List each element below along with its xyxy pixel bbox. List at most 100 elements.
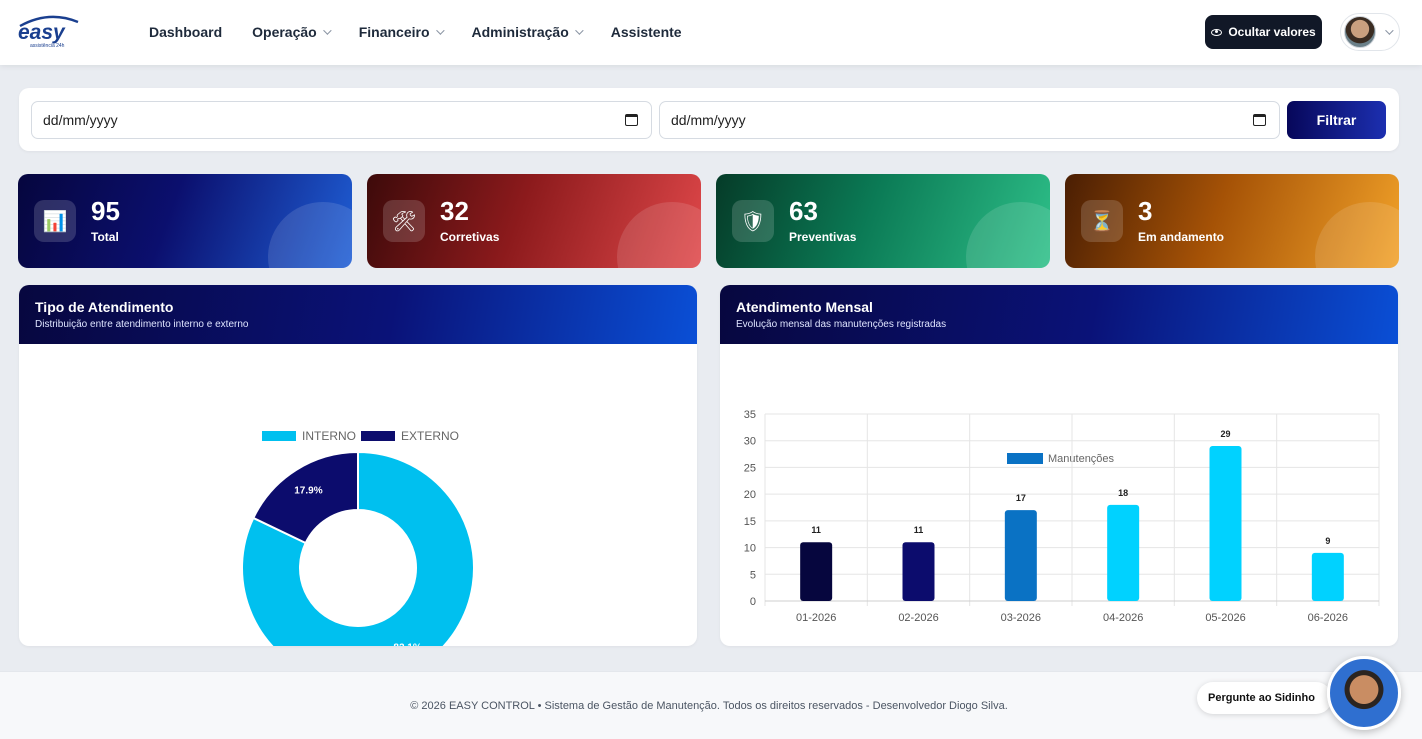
date-filter-card: dd/mm/yyyy dd/mm/yyyy Filtrar: [19, 88, 1399, 151]
y-tick-label: 25: [744, 462, 756, 474]
chevron-down-icon: [574, 26, 584, 35]
decorative-circle: [268, 202, 352, 268]
nav-administracao[interactable]: Administração: [471, 24, 584, 40]
bar-06-2026: [1311, 552, 1344, 601]
bar-data-label: 11: [914, 525, 924, 535]
stat-value: 63: [789, 196, 818, 226]
shield-icon: 🛡: [732, 200, 774, 242]
nav-operacao-label: Operação: [252, 24, 317, 40]
chart-legend: INTERNO EXTERNO: [262, 429, 459, 443]
y-tick-label: 20: [744, 489, 756, 501]
logo-text: easy: [18, 21, 66, 44]
start-date-input[interactable]: dd/mm/yyyy: [31, 101, 652, 139]
panel-header: Atendimento Mensal Evolução mensal das m…: [720, 285, 1398, 344]
panel-subtitle: Distribuição entre atendimento interno e…: [35, 319, 249, 330]
nav-financeiro[interactable]: Financeiro: [358, 24, 445, 40]
nav-operacao[interactable]: Operação: [252, 24, 332, 40]
donut-chart: INTERNO EXTERNO 82.1% 17.9%: [241, 429, 475, 646]
calendar-icon[interactable]: [625, 114, 638, 126]
y-tick-label: 0: [750, 596, 756, 608]
bar-data-label: 29: [1220, 429, 1230, 439]
legend-swatch: [361, 431, 395, 441]
user-menu[interactable]: [1340, 13, 1400, 51]
y-tick-label: 10: [744, 543, 756, 555]
stat-label: Em andamento: [1138, 230, 1225, 244]
tools-icon: 🛠: [383, 200, 425, 242]
stat-label: Total: [91, 230, 119, 244]
stat-card-corretivas: 🛠 32 Corretivas: [367, 174, 701, 268]
nav-dashboard[interactable]: Dashboard: [149, 24, 222, 40]
nav-assistente-label: Assistente: [610, 24, 682, 40]
decorative-circle: [966, 202, 1050, 268]
atendimento-mensal-panel: Atendimento Mensal Evolução mensal das m…: [720, 285, 1398, 646]
hide-values-label: Ocultar valores: [1228, 25, 1316, 39]
stat-card-total: 📊 95 Total: [18, 174, 352, 268]
slice-data-label: 82.1%: [393, 643, 421, 646]
bar-data-label: 18: [1118, 488, 1128, 498]
legend-label: Manutenções: [1048, 453, 1115, 465]
y-tick-label: 15: [744, 516, 756, 528]
legend-swatch: [1007, 453, 1043, 464]
y-tick-label: 30: [744, 436, 756, 448]
start-date-placeholder: dd/mm/yyyy: [43, 112, 118, 128]
eye-icon: [1211, 28, 1223, 36]
y-tick-label: 35: [744, 409, 756, 421]
stat-value: 95: [91, 196, 120, 226]
nav-dashboard-label: Dashboard: [149, 24, 223, 40]
footer-text: © 2026 EASY CONTROL • Sistema de Gestão …: [410, 700, 1008, 712]
panel-title: Tipo de Atendimento: [35, 299, 174, 315]
ask-assistant-button[interactable]: Pergunte ao Sidinho: [1197, 682, 1332, 714]
x-tick-label: 01-2026: [796, 612, 836, 624]
nav-administracao-label: Administração: [471, 24, 569, 40]
panel-subtitle: Evolução mensal das manutenções registra…: [736, 319, 947, 330]
bar-01-2026: [800, 542, 833, 601]
end-date-placeholder: dd/mm/yyyy: [671, 112, 746, 128]
chevron-down-icon: [1385, 26, 1394, 35]
decorative-circle: [617, 202, 701, 268]
bar-data-label: 9: [1325, 536, 1330, 546]
stat-card-preventivas: 🛡 63 Preventivas: [716, 174, 1050, 268]
tipo-atendimento-panel: Tipo de Atendimento Distribuição entre a…: [19, 285, 697, 646]
hourglass-icon: ⏳: [1081, 200, 1123, 242]
nav-assistente[interactable]: Assistente: [611, 24, 682, 40]
legend-label: INTERNO: [302, 429, 356, 443]
assistant-avatar[interactable]: [1327, 656, 1401, 730]
top-navbar: easy assistência 24h Dashboard Operação …: [0, 0, 1422, 65]
x-tick-label: 02-2026: [898, 612, 938, 624]
bar-chart-icon: 📊: [34, 200, 76, 242]
x-tick-label: 05-2026: [1205, 612, 1245, 624]
panel-title: Atendimento Mensal: [736, 299, 873, 315]
x-tick-label: 06-2026: [1308, 612, 1348, 624]
bar-02-2026: [902, 542, 935, 601]
legend-label: EXTERNO: [401, 429, 459, 443]
bar-data-label: 17: [1016, 493, 1026, 503]
nav-financeiro-label: Financeiro: [358, 24, 430, 40]
hide-values-button[interactable]: Ocultar valores: [1205, 15, 1322, 49]
main-nav: Dashboard Operação Financeiro Administra…: [149, 24, 712, 40]
stat-value: 3: [1138, 196, 1153, 226]
end-date-input[interactable]: dd/mm/yyyy: [659, 101, 1280, 139]
chevron-down-icon: [322, 26, 332, 35]
x-tick-label: 04-2026: [1103, 612, 1143, 624]
stat-label: Corretivas: [440, 230, 500, 244]
bar-04-2026: [1107, 504, 1140, 601]
avatar: [1344, 16, 1376, 48]
donut-slice-externo: [252, 450, 359, 545]
y-tick-label: 5: [750, 569, 756, 581]
logo-subtext: assistência 24h: [30, 43, 65, 49]
legend-swatch: [262, 431, 296, 441]
filter-button[interactable]: Filtrar: [1287, 101, 1386, 139]
stat-card-em-andamento: ⏳ 3 Em andamento: [1065, 174, 1399, 268]
stat-label: Preventivas: [789, 230, 857, 244]
panel-header: Tipo de Atendimento Distribuição entre a…: [19, 285, 697, 344]
bar-chart: Manutenções 0 5 10 15 20 25 30 35 11 01-2026 11 02-2…: [744, 409, 1380, 624]
donut-slice-interno: [241, 450, 475, 646]
bar-05-2026: [1209, 446, 1242, 601]
bar-03-2026: [1004, 510, 1037, 601]
stat-value: 32: [440, 196, 469, 226]
bar-data-label: 11: [811, 525, 821, 535]
calendar-icon[interactable]: [1253, 114, 1266, 126]
x-tick-label: 03-2026: [1001, 612, 1041, 624]
decorative-circle: [1315, 202, 1399, 268]
easy-logo[interactable]: easy assistência 24h: [16, 12, 82, 52]
